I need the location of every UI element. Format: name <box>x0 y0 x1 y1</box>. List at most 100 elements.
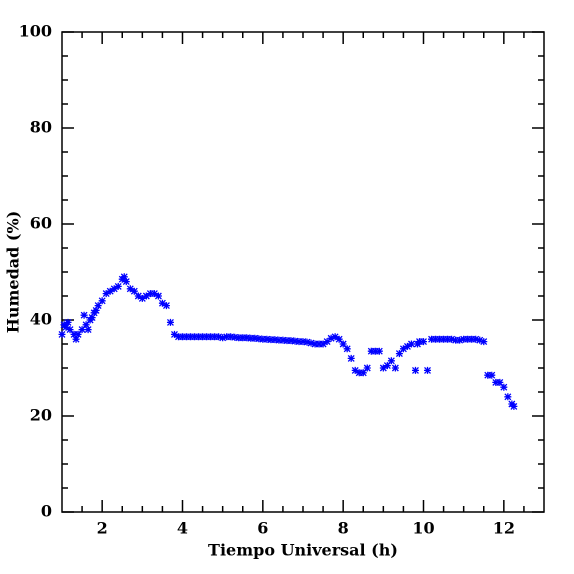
data-point <box>64 318 72 326</box>
data-point <box>295 338 303 346</box>
data-point <box>126 285 134 293</box>
data-point <box>291 337 299 345</box>
data-point <box>492 378 500 386</box>
data-point <box>66 326 74 334</box>
data-point <box>496 378 504 386</box>
data-point <box>327 334 335 342</box>
data-point <box>319 340 327 348</box>
data-point <box>162 302 170 310</box>
data-point <box>203 333 211 341</box>
data-point <box>231 333 239 341</box>
data-point <box>223 333 231 341</box>
y-tick-label: 40 <box>30 310 52 329</box>
data-point <box>158 299 166 307</box>
data-point <box>58 330 66 338</box>
data-point <box>88 314 96 322</box>
data-point <box>303 338 311 346</box>
data-point <box>283 337 291 345</box>
data-point <box>170 330 178 338</box>
data-point <box>146 290 154 298</box>
data-point <box>174 333 182 341</box>
data-point <box>114 282 122 290</box>
data-point <box>215 333 223 341</box>
data-point <box>371 347 379 355</box>
data-point <box>92 306 100 314</box>
data-point <box>448 335 456 343</box>
data-point <box>387 357 395 365</box>
data-point <box>187 333 195 341</box>
x-tick-label: 12 <box>493 519 515 538</box>
data-point <box>94 302 102 310</box>
data-point <box>436 335 444 343</box>
data-point <box>130 287 138 295</box>
data-point <box>335 335 343 343</box>
data-point <box>307 339 315 347</box>
data-point <box>263 335 271 343</box>
y-tick-label: 100 <box>19 22 52 41</box>
data-point <box>243 334 251 342</box>
data-point <box>166 318 174 326</box>
data-point <box>399 345 407 353</box>
data-point <box>331 333 339 341</box>
data-point <box>110 285 118 293</box>
data-point <box>120 273 128 281</box>
data-point <box>488 371 496 379</box>
data-point <box>476 336 484 344</box>
data-point <box>510 402 518 410</box>
y-tick-label: 20 <box>30 406 52 425</box>
x-tick-label: 6 <box>257 519 268 538</box>
data-point <box>355 369 363 377</box>
data-point <box>343 345 351 353</box>
data-point <box>500 383 508 391</box>
data-point <box>339 340 347 348</box>
data-point <box>150 290 158 298</box>
data-point <box>383 362 391 370</box>
data-point <box>138 294 146 302</box>
data-point <box>82 321 90 329</box>
y-tick-label: 80 <box>30 118 52 137</box>
data-point <box>70 330 78 338</box>
data-point <box>420 338 427 346</box>
y-axis-label: Humedad (%) <box>4 211 23 334</box>
data-point <box>74 330 82 338</box>
data-point <box>444 335 452 343</box>
data-point <box>472 335 480 343</box>
data-point <box>199 333 207 341</box>
data-point <box>456 336 464 344</box>
data-point <box>279 336 287 344</box>
data-point <box>432 335 440 343</box>
data-point <box>247 334 255 342</box>
data-point <box>440 335 448 343</box>
data-point <box>347 354 355 362</box>
data-point <box>106 287 114 295</box>
y-tick-label: 0 <box>41 502 52 521</box>
data-point <box>359 369 367 377</box>
data-point <box>195 333 203 341</box>
data-point <box>134 292 142 300</box>
x-tick-label: 10 <box>412 519 434 538</box>
data-point <box>367 347 375 355</box>
plot-frame <box>61 31 545 513</box>
data-point <box>460 335 468 343</box>
data-point <box>84 326 92 334</box>
data-point <box>211 333 219 341</box>
data-point <box>219 334 227 342</box>
x-tick-label: 2 <box>97 519 108 538</box>
data-point <box>183 333 191 341</box>
x-tick-label: 8 <box>338 519 349 538</box>
data-point <box>311 340 319 348</box>
data-point <box>379 364 387 372</box>
data-point <box>98 297 106 305</box>
data-point <box>102 290 110 298</box>
data-point <box>191 333 199 341</box>
data-point <box>315 340 323 348</box>
data-point <box>452 336 460 344</box>
data-point <box>403 342 411 350</box>
data-point <box>424 366 432 374</box>
data-point <box>464 335 472 343</box>
data-point <box>78 326 86 334</box>
data-point <box>299 338 307 346</box>
data-point <box>407 340 415 348</box>
data-point <box>154 292 162 300</box>
